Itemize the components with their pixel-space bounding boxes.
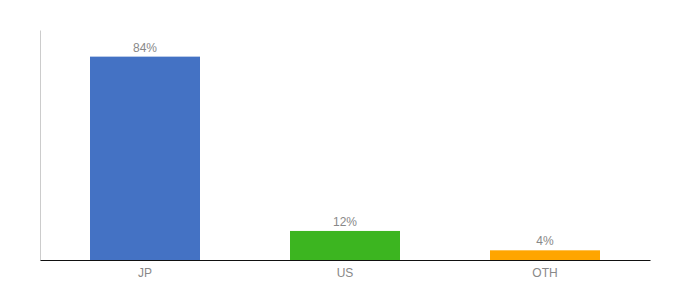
x-tick-label: JP	[138, 266, 152, 280]
data-label: 84%	[133, 41, 157, 55]
chart-svg: JP US OTH 84% 12% 4%	[0, 0, 680, 300]
data-labels: 84% 12% 4%	[133, 41, 554, 249]
y-axis	[40, 31, 41, 261]
x-axis-line	[41, 260, 651, 261]
bars	[90, 57, 600, 260]
y-axis-line	[40, 31, 41, 261]
plot-area: JP US OTH 84% 12% 4%	[41, 31, 651, 281]
bar	[290, 231, 400, 260]
bar	[490, 250, 600, 260]
x-tick: OTH	[532, 266, 557, 280]
bar	[90, 57, 200, 260]
data-label: 4%	[536, 234, 554, 248]
x-tick: JP	[138, 266, 152, 280]
x-tick-label: OTH	[532, 266, 557, 280]
chart-container: JP US OTH 84% 12% 4%	[0, 0, 680, 300]
x-tick: US	[337, 266, 354, 280]
x-tick-label: US	[337, 266, 354, 280]
x-axis: JP US OTH	[41, 261, 651, 281]
data-label: 12%	[333, 215, 357, 229]
